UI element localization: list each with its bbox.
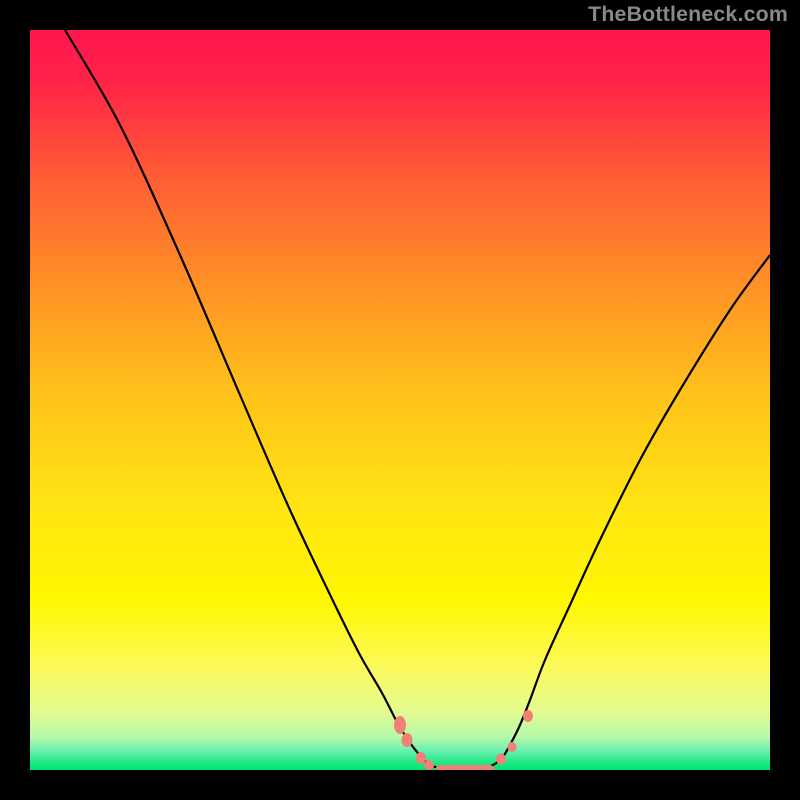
- accent-dot: [496, 754, 506, 765]
- gradient-background: [30, 30, 770, 770]
- accent-dot: [416, 752, 426, 764]
- watermark-text: TheBottleneck.com: [588, 2, 788, 27]
- accent-dot: [508, 742, 517, 752]
- bottleneck-chart: [0, 0, 800, 800]
- accent-dot: [402, 733, 413, 747]
- accent-dot: [424, 760, 434, 770]
- chart-frame: TheBottleneck.com: [0, 0, 800, 800]
- accent-dot: [394, 716, 406, 734]
- accent-dot: [523, 710, 533, 722]
